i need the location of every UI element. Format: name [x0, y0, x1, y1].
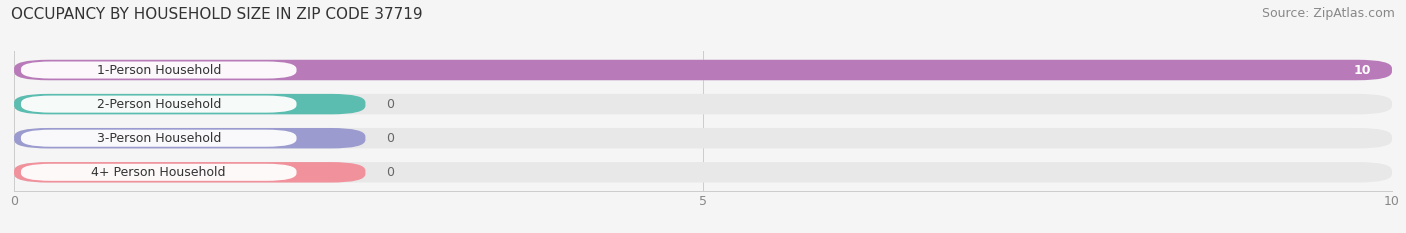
Text: 3-Person Household: 3-Person Household — [97, 132, 221, 145]
FancyBboxPatch shape — [14, 94, 366, 114]
Text: 2-Person Household: 2-Person Household — [97, 98, 221, 111]
FancyBboxPatch shape — [14, 162, 1392, 182]
FancyBboxPatch shape — [14, 60, 1392, 80]
FancyBboxPatch shape — [14, 60, 1392, 80]
Text: Source: ZipAtlas.com: Source: ZipAtlas.com — [1261, 7, 1395, 20]
FancyBboxPatch shape — [21, 62, 297, 79]
Text: OCCUPANCY BY HOUSEHOLD SIZE IN ZIP CODE 37719: OCCUPANCY BY HOUSEHOLD SIZE IN ZIP CODE … — [11, 7, 423, 22]
FancyBboxPatch shape — [21, 164, 297, 181]
FancyBboxPatch shape — [21, 130, 297, 147]
Text: 10: 10 — [1354, 64, 1371, 76]
FancyBboxPatch shape — [14, 128, 366, 148]
Text: 1-Person Household: 1-Person Household — [97, 64, 221, 76]
FancyBboxPatch shape — [14, 128, 1392, 148]
Text: 0: 0 — [387, 98, 394, 111]
Text: 0: 0 — [387, 166, 394, 179]
Text: 0: 0 — [387, 132, 394, 145]
FancyBboxPatch shape — [14, 94, 1392, 114]
FancyBboxPatch shape — [14, 162, 366, 182]
FancyBboxPatch shape — [21, 96, 297, 113]
Text: 4+ Person Household: 4+ Person Household — [91, 166, 226, 179]
